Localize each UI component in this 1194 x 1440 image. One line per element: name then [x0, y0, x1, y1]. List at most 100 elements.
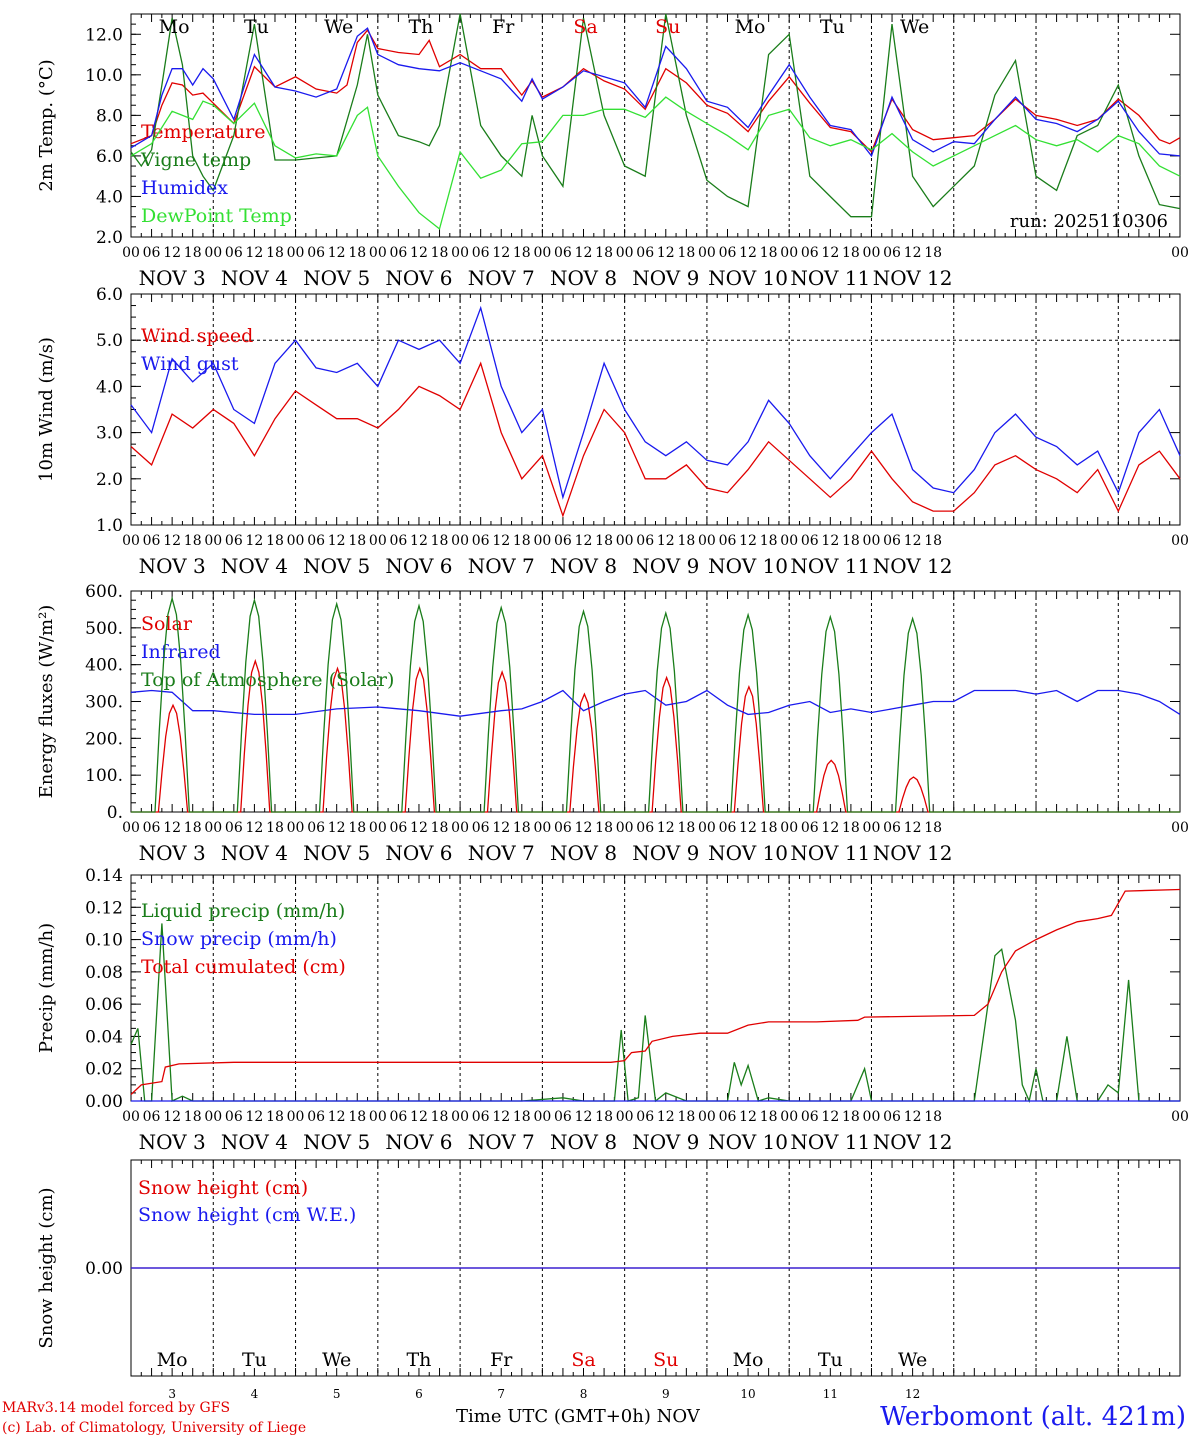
hour-tick-label: 12	[492, 245, 510, 261]
hour-tick-label: 00	[451, 245, 469, 261]
y-tick-label: 6.0	[96, 147, 123, 167]
hour-tick-label: 00	[780, 245, 798, 261]
hour-tick-label: 00	[369, 533, 387, 549]
hour-tick-label: 06	[883, 533, 901, 549]
hour-tick-label: 18	[184, 533, 202, 549]
hour-tick-label: 18	[513, 1109, 531, 1125]
y-axis-label: 2m Temp. (°C)	[36, 59, 57, 191]
hour-tick-label: 00	[451, 820, 469, 836]
hour-tick-label: 12	[739, 820, 757, 836]
hour-tick-label: 06	[801, 533, 819, 549]
hour-tick-label: 06	[719, 245, 737, 261]
hour-tick-label: 12	[575, 820, 593, 836]
date-label: NOV 3	[139, 841, 206, 865]
hour-tick-label: 18	[677, 245, 695, 261]
y-axis-label: 10m Wind (m/s)	[36, 337, 57, 482]
date-label: NOV 5	[303, 266, 370, 290]
hour-tick-label: 12	[245, 533, 263, 549]
hour-tick-label: 06	[554, 533, 572, 549]
day-name: Mo	[735, 16, 766, 38]
hour-tick-label: 06	[143, 245, 161, 261]
hour-tick-label: 12	[739, 245, 757, 261]
panel-1: 2.04.06.08.010.012.02m Temp. (°C)00 06 12 1…	[36, 13, 1189, 290]
hour-tick-label: 18	[348, 820, 366, 836]
y-tick-label: 600.	[85, 582, 123, 602]
date-label: NOV 6	[385, 1130, 452, 1154]
hour-tick-label: 12	[328, 533, 346, 549]
hour-tick-label: 12	[821, 533, 839, 549]
hour-tick-label: 18	[513, 533, 531, 549]
day-number: 4	[251, 1387, 259, 1401]
legend-entry: Snow height (cm W.E.)	[138, 1204, 356, 1226]
y-tick-label: 3.0	[96, 424, 123, 444]
hour-tick-label: 12	[904, 245, 922, 261]
hour-tick-label: 18	[924, 1109, 942, 1125]
date-label: NOV 5	[303, 554, 370, 578]
day-name: We	[900, 16, 929, 38]
hour-tick-label: 00	[863, 1109, 881, 1125]
day-name: Sa	[571, 1349, 595, 1371]
hour-tick-label: 12	[575, 533, 593, 549]
hour-tick-label: 00	[698, 245, 716, 261]
date-label: NOV 8	[550, 266, 617, 290]
hour-tick-label: 06	[143, 820, 161, 836]
hour-tick-label: 06	[719, 533, 737, 549]
date-label: NOV 11	[790, 266, 870, 290]
hour-tick-label: 00	[204, 820, 222, 836]
date-label: NOV 5	[303, 841, 370, 865]
series-dewpoint-temp	[130, 96, 1181, 231]
series-total-cumulated-cm-	[130, 888, 1181, 1095]
hour-tick-label: 12	[163, 1109, 181, 1125]
date-label: NOV 10	[708, 554, 788, 578]
hour-tick-label: 00	[780, 533, 798, 549]
hour-tick-label: 18	[760, 820, 778, 836]
hour-tick-label: 00	[863, 245, 881, 261]
hour-tick-label: 06	[307, 1109, 325, 1125]
hour-tick-label: 12	[739, 1109, 757, 1125]
y-tick-label: 0.06	[85, 995, 123, 1015]
hour-tick-label: 12	[739, 533, 757, 549]
hour-tick-label: 06	[472, 533, 490, 549]
run-label: run: 2025110306	[1010, 211, 1168, 232]
hour-tick-label: 00	[204, 245, 222, 261]
hour-tick-label: 00	[616, 533, 634, 549]
hour-tick-label: 00	[533, 245, 551, 261]
hour-tick-label: 00	[287, 820, 305, 836]
y-tick-label: 100.	[85, 766, 123, 786]
hour-tick-label: 06	[389, 820, 407, 836]
hour-tick-label: 06	[472, 1109, 490, 1125]
hour-tick-label: 00	[863, 820, 881, 836]
hour-tick-label: 06	[636, 533, 654, 549]
y-tick-label: 200.	[85, 729, 123, 749]
hour-tick-label: 18	[677, 820, 695, 836]
hour-tick-label: 12	[657, 820, 675, 836]
hour-tick-label: 18	[266, 533, 284, 549]
hour-tick-label: 06	[307, 820, 325, 836]
hour-tick-label: 00	[1171, 533, 1189, 549]
day-number: 3	[168, 1387, 176, 1401]
hour-tick-label: 12	[245, 1109, 263, 1125]
hour-tick-label: 12	[904, 820, 922, 836]
hour-tick-label: 12	[821, 820, 839, 836]
y-tick-label: 2.0	[96, 470, 123, 490]
hour-tick-label: 12	[575, 1109, 593, 1125]
hour-tick-label: 12	[821, 1109, 839, 1125]
hour-tick-label: 00	[533, 1109, 551, 1125]
hour-tick-label: 18	[431, 533, 449, 549]
hour-tick-label: 18	[513, 245, 531, 261]
hour-tick-label: 18	[760, 533, 778, 549]
hour-tick-label: 12	[492, 533, 510, 549]
y-tick-label: 0.08	[85, 963, 123, 983]
day-name: Mo	[159, 16, 190, 38]
date-label: NOV 4	[221, 266, 288, 290]
hour-tick-label: 06	[801, 1109, 819, 1125]
hour-tick-label: 00	[698, 1109, 716, 1125]
legend-entry: Top of Atmosphere (Solar)	[141, 669, 394, 691]
day-name: Su	[655, 16, 680, 38]
hour-tick-label: 18	[924, 820, 942, 836]
x-axis-title: Time UTC (GMT+0h) NOV	[456, 1406, 700, 1427]
hour-tick-label: 06	[225, 1109, 243, 1125]
y-tick-label: 5.0	[96, 331, 123, 351]
day-number: 12	[905, 1387, 920, 1401]
